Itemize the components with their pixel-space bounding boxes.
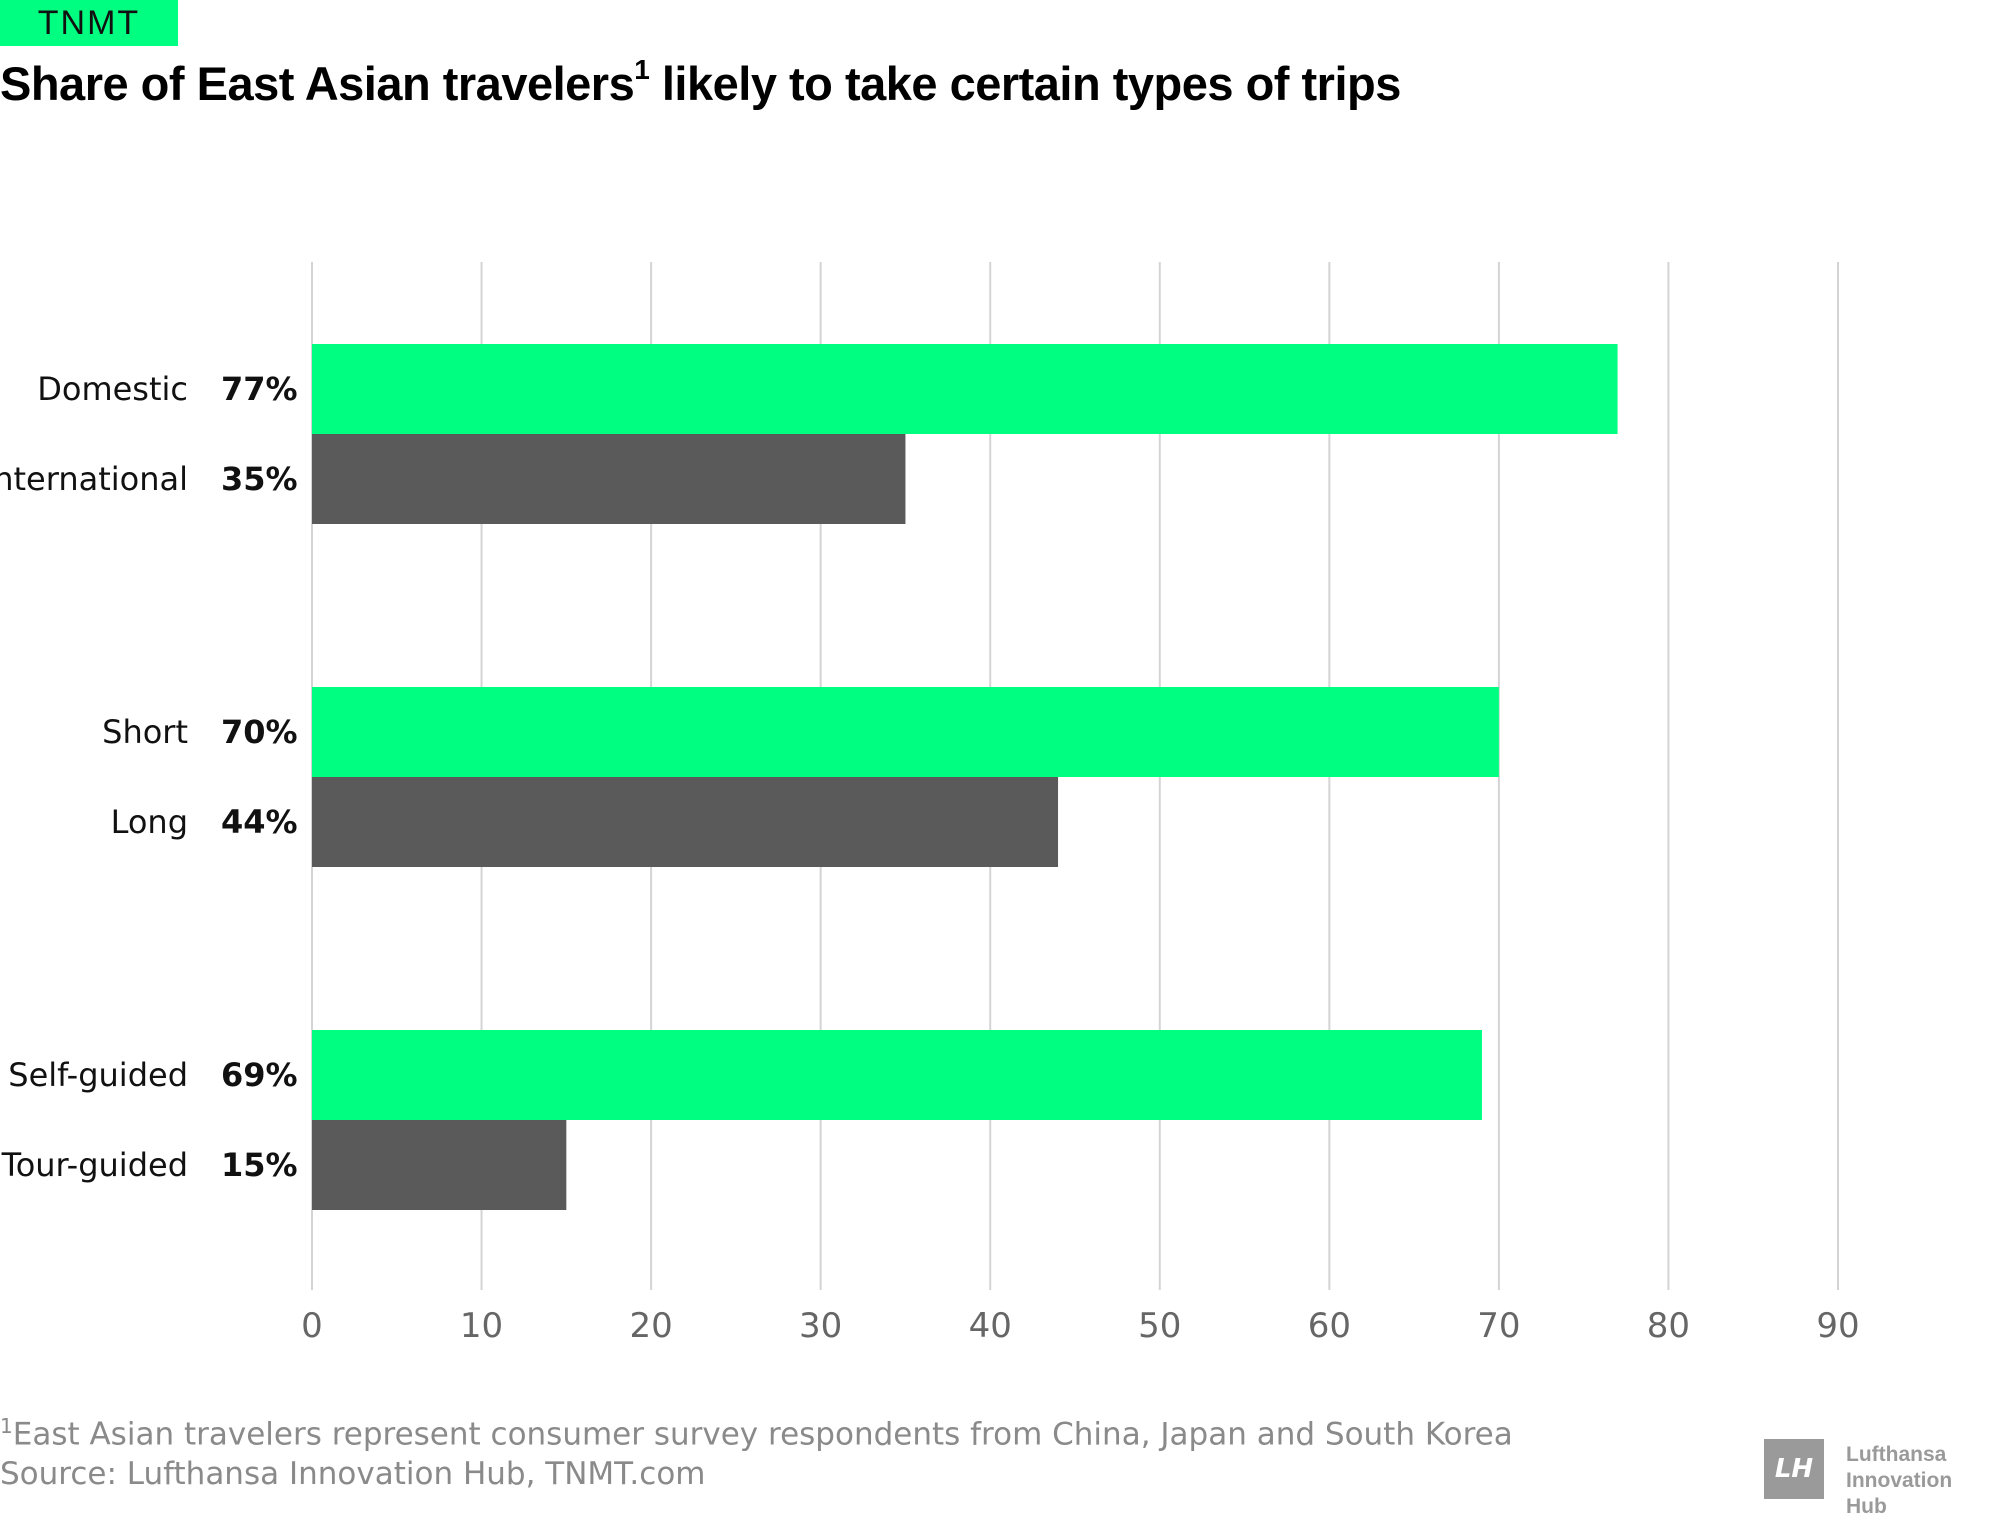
- footnote-text: East Asian travelers represent consumer …: [12, 1416, 1513, 1453]
- x-tick-label: 60: [1308, 1306, 1351, 1346]
- x-axis-ticks: 0 10 20 30 40 50 60 70 80 90: [301, 1306, 1859, 1346]
- brand-tag: TNMT: [0, 0, 178, 46]
- bar: [312, 687, 1499, 777]
- value-label: 69%: [221, 1056, 298, 1094]
- value-label: 44%: [221, 803, 298, 841]
- chart-title: Share of East Asian travelers1 likely to…: [0, 54, 1401, 111]
- value-label: 15%: [221, 1146, 298, 1184]
- bar: [312, 777, 1059, 867]
- x-tick-label: 20: [629, 1306, 672, 1346]
- x-tick-label: 40: [969, 1306, 1012, 1346]
- logo-text: Lufthansa Innovation Hub: [1846, 1442, 1996, 1520]
- source-text: Source: Lufthansa Innovation Hub, TNMT.c…: [0, 1456, 706, 1492]
- logo-mark: LH: [1774, 1454, 1814, 1484]
- x-tick-label: 90: [1816, 1306, 1859, 1346]
- bar: [312, 344, 1618, 434]
- x-tick-label: 80: [1647, 1306, 1690, 1346]
- category-label: Self-guided: [8, 1056, 188, 1094]
- category-label: Long: [111, 803, 188, 841]
- logo-line-2: Innovation Hub: [1846, 1469, 1953, 1518]
- category-label: Domestic: [37, 370, 188, 408]
- bar-labels: Domestic 77% International 35% Short 70% Long 4…: [0, 370, 298, 1184]
- value-label: 35%: [221, 460, 298, 498]
- category-label: Short: [102, 713, 188, 751]
- bar: [312, 434, 906, 524]
- lufthansa-innovation-hub-logo-icon: LH: [1764, 1439, 1824, 1499]
- bar: [312, 1120, 567, 1210]
- category-label: Tour-guided: [1, 1146, 188, 1184]
- chart-title-rest: likely to take certain types of trips: [649, 57, 1401, 110]
- logo-line-1: Lufthansa: [1846, 1443, 1947, 1466]
- footnote: 1East Asian travelers represent consumer…: [0, 1414, 1513, 1452]
- chart-title-text: Share of East Asian travelers: [0, 57, 635, 110]
- footnote-marker: 1: [0, 1414, 13, 1438]
- x-tick-label: 0: [301, 1306, 323, 1346]
- x-tick-label: 10: [460, 1306, 503, 1346]
- x-tick-label: 50: [1138, 1306, 1181, 1346]
- x-tick-label: 70: [1477, 1306, 1520, 1346]
- value-label: 70%: [221, 713, 298, 751]
- title-footnote-marker: 1: [634, 54, 650, 86]
- bar: [312, 1030, 1482, 1120]
- category-label: International: [0, 460, 188, 498]
- x-tick-label: 30: [799, 1306, 842, 1346]
- bars: [312, 344, 1618, 1210]
- value-label: 77%: [221, 370, 298, 408]
